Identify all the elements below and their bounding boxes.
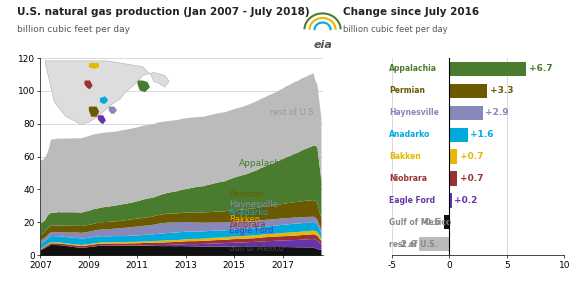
Polygon shape <box>85 81 92 88</box>
Text: Change since July 2016: Change since July 2016 <box>343 7 479 17</box>
Text: billion cubic feet per day: billion cubic feet per day <box>17 25 130 34</box>
Bar <box>449 62 526 76</box>
Text: +3.3: +3.3 <box>490 86 513 95</box>
Polygon shape <box>90 107 98 116</box>
Bar <box>449 84 487 98</box>
Text: billion cubic feet per day: billion cubic feet per day <box>343 25 448 34</box>
Text: Permian: Permian <box>229 190 264 199</box>
Text: Niobrara: Niobrara <box>229 220 266 229</box>
Polygon shape <box>109 107 116 113</box>
Bar <box>449 193 452 208</box>
Text: Bakken: Bakken <box>389 152 421 161</box>
Text: eia: eia <box>313 40 332 50</box>
Text: rest of U.S.: rest of U.S. <box>271 108 317 117</box>
Bar <box>449 149 457 164</box>
Text: U.S. natural gas production (Jan 2007 - July 2018): U.S. natural gas production (Jan 2007 - … <box>17 7 310 17</box>
Text: Permian: Permian <box>389 86 425 95</box>
Text: -2.6: -2.6 <box>397 240 417 249</box>
Text: -0.5: -0.5 <box>422 218 441 227</box>
Text: Eagle Ford: Eagle Ford <box>389 196 435 205</box>
Text: +6.7: +6.7 <box>529 64 552 73</box>
Text: +0.7: +0.7 <box>460 152 483 161</box>
Text: Appalachia: Appalachia <box>389 64 437 73</box>
Bar <box>449 128 468 142</box>
Text: Niobrara: Niobrara <box>389 174 427 183</box>
Text: Appalachia: Appalachia <box>239 159 289 168</box>
Polygon shape <box>90 64 98 68</box>
Polygon shape <box>138 81 149 91</box>
Bar <box>449 106 483 120</box>
Text: +1.6: +1.6 <box>470 130 494 139</box>
Text: Gulf of Mexico: Gulf of Mexico <box>229 244 284 253</box>
Bar <box>449 171 457 186</box>
Bar <box>444 215 449 229</box>
Text: +0.7: +0.7 <box>460 174 483 183</box>
Text: Haynesville: Haynesville <box>229 200 278 209</box>
Text: +0.2: +0.2 <box>454 196 478 205</box>
Polygon shape <box>101 97 107 103</box>
Polygon shape <box>98 116 105 123</box>
Text: Anadarko: Anadarko <box>229 208 270 217</box>
Text: Bakken: Bakken <box>229 215 260 224</box>
Text: Haynesville: Haynesville <box>389 108 439 117</box>
Text: Eagle Ford: Eagle Ford <box>229 226 274 235</box>
Text: rest of U.S.: rest of U.S. <box>389 240 438 249</box>
Polygon shape <box>46 61 169 125</box>
Text: Gulf of Mexico: Gulf of Mexico <box>389 218 452 227</box>
Bar <box>419 237 449 251</box>
Text: +2.9: +2.9 <box>485 108 509 117</box>
Text: Anadarko: Anadarko <box>389 130 431 139</box>
